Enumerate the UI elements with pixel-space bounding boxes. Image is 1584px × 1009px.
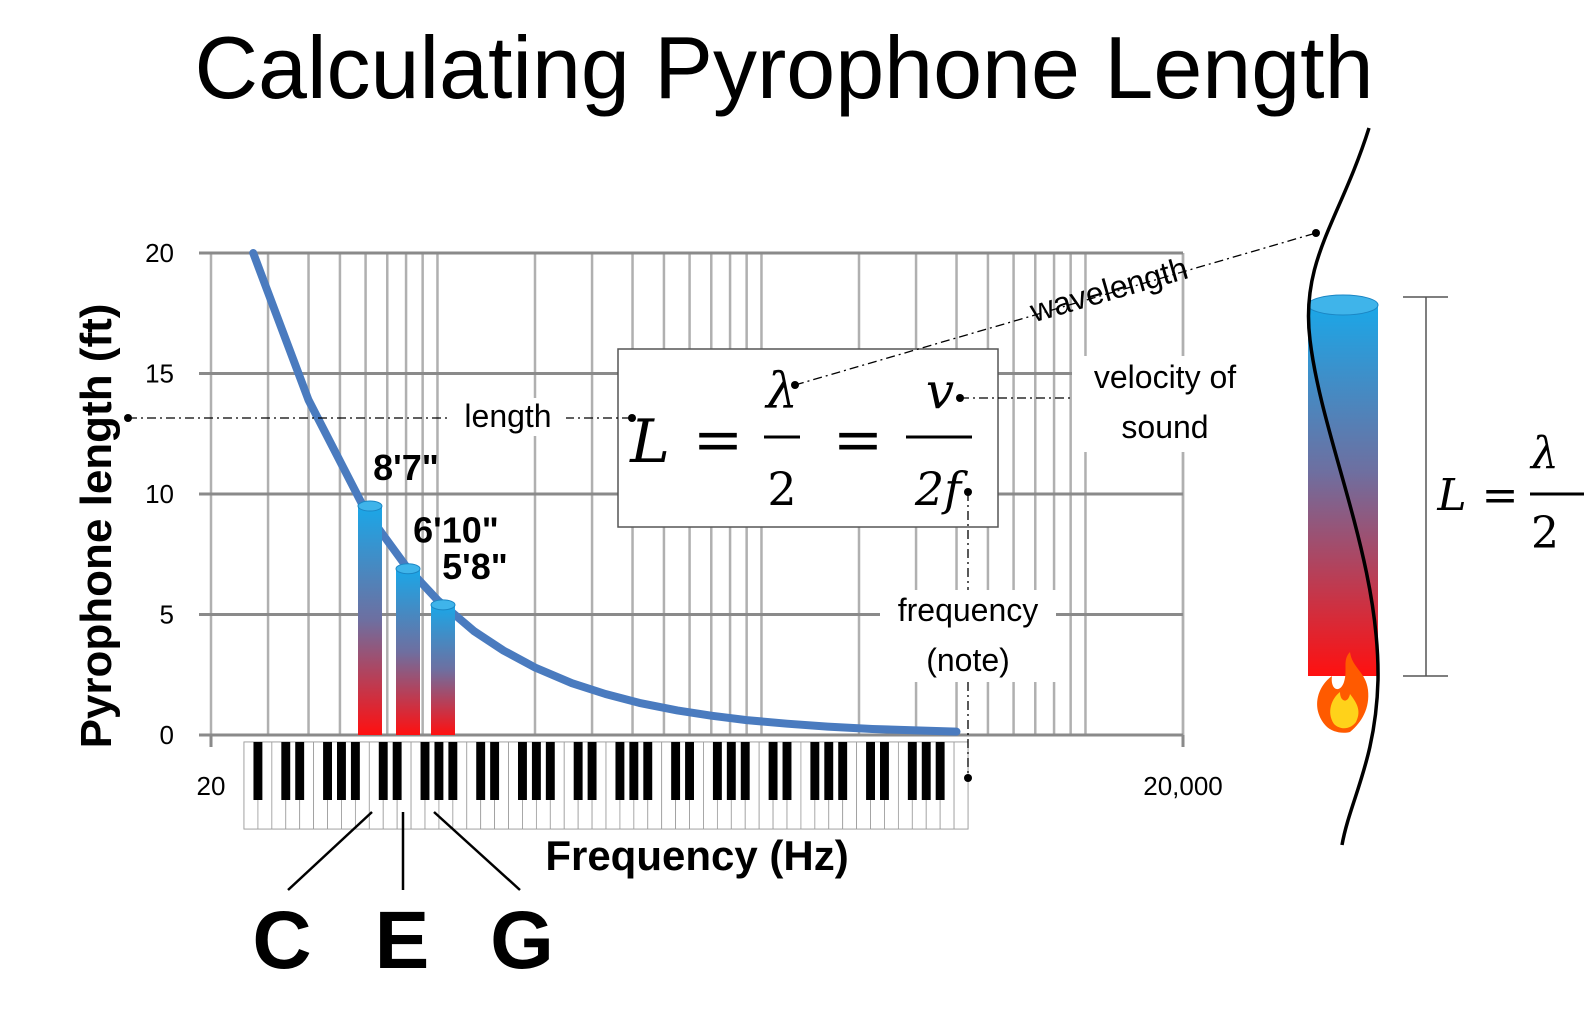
- black-key: [866, 742, 875, 800]
- pipe-e: [396, 568, 420, 735]
- pipe-g: [431, 604, 455, 735]
- black-key: [685, 742, 694, 800]
- formula-two: 2: [767, 462, 796, 516]
- black-key: [671, 742, 681, 800]
- black-key: [545, 742, 555, 800]
- velocity-label-line1: velocity of: [1094, 359, 1236, 395]
- note-pointer-lines: [287, 811, 521, 891]
- formula-velocity: v: [926, 362, 954, 420]
- black-key: [615, 742, 625, 800]
- big-pipe: [1308, 305, 1378, 676]
- black-key: [323, 742, 332, 800]
- black-key: [768, 742, 778, 800]
- y-tick-labels: 0 5 10 15 20: [145, 238, 174, 750]
- black-key: [712, 742, 722, 800]
- figure-title: Calculating Pyrophone Length: [194, 18, 1373, 117]
- annotation-dots: [124, 229, 1320, 782]
- length-dimension-bracket: [1403, 296, 1448, 677]
- black-key: [629, 742, 639, 800]
- x-axis-title: Frequency (Hz): [545, 832, 848, 879]
- black-key: [782, 742, 792, 800]
- length-label: length: [464, 398, 551, 434]
- frequency-label-line1: frequency: [898, 592, 1039, 628]
- black-key: [643, 742, 653, 800]
- black-key: [434, 742, 444, 800]
- black-key: [726, 742, 736, 800]
- pipe-top-g: [430, 599, 456, 611]
- pipe-length-label-c: 8'7": [373, 447, 439, 488]
- black-key: [935, 742, 945, 800]
- black-key: [420, 742, 430, 800]
- note-pointer-g: [433, 811, 521, 891]
- formula-denominator: 2f: [914, 462, 968, 516]
- black-key: [378, 742, 388, 800]
- black-key: [281, 742, 291, 800]
- pipe-top-e: [395, 563, 421, 575]
- black-key: [531, 742, 541, 800]
- formula-equals-1: =: [693, 405, 743, 475]
- black-key: [476, 742, 486, 800]
- big-pipe-top: [1307, 294, 1379, 316]
- side-formula-two: 2: [1531, 508, 1559, 559]
- black-key: [907, 742, 917, 800]
- black-key: [587, 742, 597, 800]
- black-key: [295, 742, 305, 800]
- pipe-top-c: [357, 500, 383, 512]
- note-pointer-c: [287, 811, 373, 891]
- black-key: [337, 742, 346, 800]
- pipe-length-label-g: 5'8": [442, 546, 508, 587]
- y-tick-label: 20: [145, 238, 174, 268]
- flame-icon: [1317, 652, 1369, 733]
- black-key: [740, 742, 750, 800]
- black-key: [880, 742, 889, 800]
- piano-keyboard: [243, 741, 969, 830]
- black-key: [573, 742, 583, 800]
- black-key: [518, 742, 527, 800]
- y-axis-title: Pyrophone length (ft): [72, 304, 121, 749]
- black-key: [253, 742, 263, 800]
- y-tick-label: 5: [160, 600, 174, 630]
- white-key: [953, 741, 969, 830]
- side-formula-lambda: λ: [1529, 428, 1559, 479]
- black-key: [490, 742, 500, 800]
- black-key: [921, 742, 931, 800]
- black-key: [392, 742, 402, 800]
- length-label-bg: [450, 398, 566, 436]
- y-tick-label: 0: [160, 720, 174, 750]
- black-key: [350, 742, 360, 800]
- formula-box: L = λ 2 = v 2f: [617, 348, 999, 528]
- note-label-c: C: [252, 895, 311, 986]
- pipe-length-label-e: 6'10": [413, 510, 499, 551]
- pipe-c: [358, 506, 382, 735]
- black-key: [448, 742, 458, 800]
- x-tick-label-max: 20,000: [1143, 771, 1223, 801]
- y-tick-label: 10: [145, 479, 174, 509]
- note-label-g: G: [490, 895, 554, 986]
- side-formula-lhs: L: [1436, 470, 1466, 521]
- note-label-e: E: [375, 895, 430, 986]
- pipes: 8'7" 6'10"5'8": [357, 447, 508, 735]
- frequency-label-line2: (note): [926, 642, 1010, 678]
- formula-equals-2: =: [833, 405, 883, 475]
- standing-wave-illustration: L = λ 2: [1306, 127, 1584, 846]
- black-key: [810, 742, 820, 800]
- x-axis-ticks: [209, 735, 1185, 747]
- velocity-label-line2: sound: [1121, 409, 1208, 445]
- black-key: [824, 742, 834, 800]
- velocity-label-bg: [1072, 356, 1258, 452]
- side-formula-equals: =: [1482, 470, 1519, 521]
- frequency-label-bg: [880, 590, 1056, 682]
- wavelength-leader: [794, 232, 1317, 386]
- x-tick-label-min: 20: [197, 771, 226, 801]
- formula-lambda: λ: [764, 362, 798, 420]
- y-tick-label: 15: [145, 359, 174, 389]
- sound-wave: [1306, 127, 1380, 846]
- black-key: [838, 742, 848, 800]
